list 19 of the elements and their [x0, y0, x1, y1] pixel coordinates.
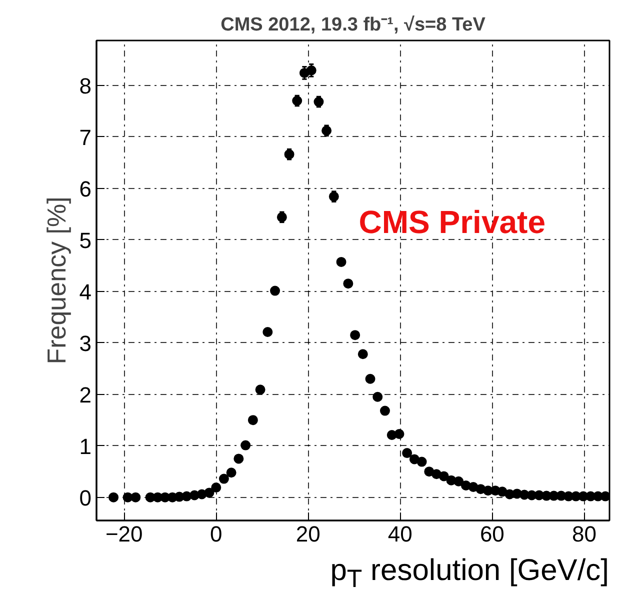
- x-tick-label: 60: [480, 522, 504, 546]
- x-tick-label: 20: [296, 522, 320, 546]
- x-axis-title: p$_{T}$ resolution [GeV/c]: [329, 554, 609, 595]
- y-tick-label: 5: [79, 228, 92, 253]
- x-tick-label: 80: [572, 522, 596, 546]
- y-tick-label: 2: [79, 382, 92, 408]
- y-tick-label: 3: [79, 330, 92, 356]
- y-tick-label: 0: [79, 485, 92, 510]
- y-axis-title: Frequency [%]: [41, 196, 72, 364]
- y-tick-label: 6: [79, 176, 92, 202]
- y-tick-label: 7: [79, 124, 92, 150]
- x-tick-label: 0: [210, 522, 222, 546]
- x-tick-label: 40: [388, 522, 412, 546]
- y-tick-label: 4: [79, 279, 92, 304]
- x-tick-label: −20: [105, 522, 143, 546]
- y-tick-label: 8: [79, 73, 92, 98]
- annotation: CMS Private: [358, 204, 546, 240]
- y-tick-label: 1: [79, 434, 92, 459]
- chart-title: CMS 2012, 19.3 fb⁻¹, √s=8 TeV: [220, 14, 486, 36]
